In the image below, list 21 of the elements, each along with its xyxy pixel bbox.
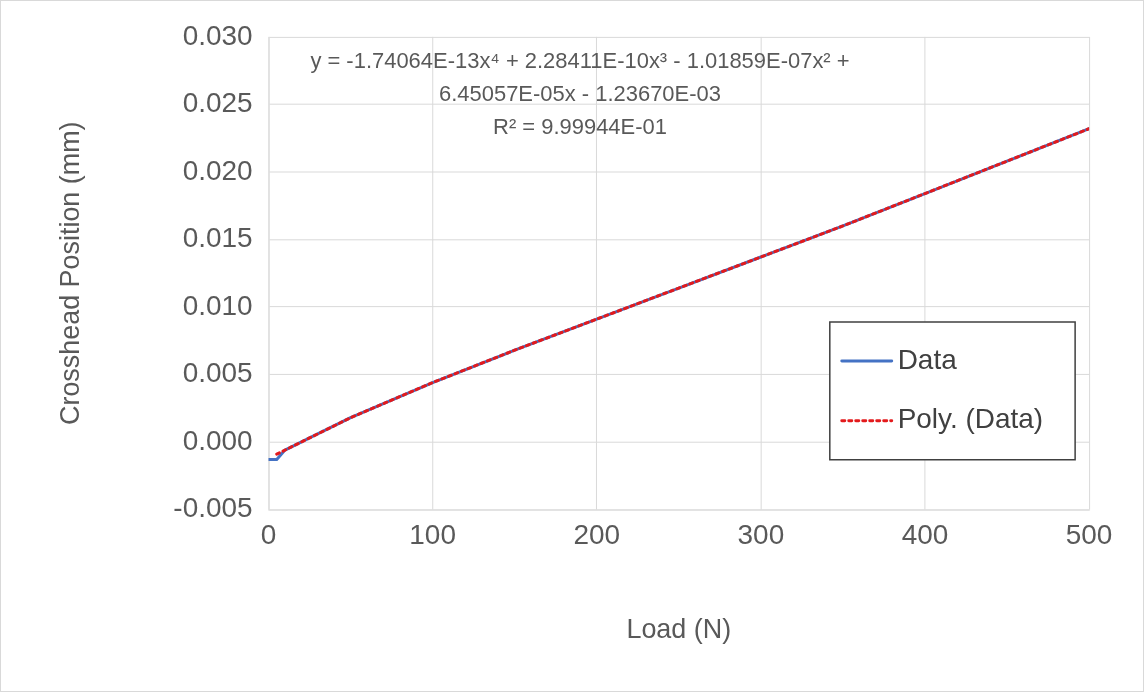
y-tick-label: -0.005 — [173, 492, 253, 524]
x-tick-label: 400 — [901, 518, 949, 550]
x-tick-label: 500 — [1065, 518, 1113, 550]
x-tick-label: 0 — [260, 518, 277, 550]
legend-label: Poly. (Data) — [897, 403, 1044, 435]
legend-label: Data — [897, 343, 958, 375]
x-tick-label: 200 — [573, 518, 621, 550]
annotation: 6.45057E-05x - 1.23670E-03 — [439, 80, 721, 106]
y-axis-title: Crosshead Position (mm) — [54, 121, 85, 425]
y-tick-label: 0.025 — [182, 87, 253, 119]
y-tick-label: 0.010 — [182, 289, 253, 321]
y-tick-label: 0.005 — [182, 357, 253, 389]
y-tick-label: 0.000 — [182, 424, 253, 456]
x-axis-title: Load (N) — [626, 614, 732, 645]
annotation: y = -1.74064E-13x⁴ + 2.28411E-10x³ - 1.01859E-07x² + — [310, 47, 850, 73]
annotation: R² = 9.99944E-01 — [493, 113, 667, 139]
x-tick-label: 300 — [737, 518, 785, 550]
x-tick-label: 100 — [409, 518, 456, 550]
y-tick-label: 0.030 — [182, 19, 253, 51]
y-tick-label: 0.020 — [182, 154, 253, 186]
y-tick-label: 0.015 — [182, 222, 253, 254]
